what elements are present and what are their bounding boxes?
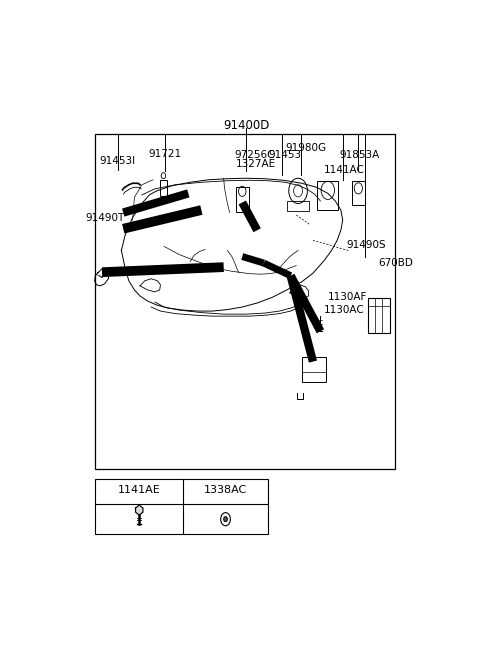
- Text: 91853A: 91853A: [340, 150, 380, 161]
- Text: 91490S: 91490S: [347, 240, 386, 251]
- Text: 91980G: 91980G: [286, 143, 326, 153]
- Circle shape: [224, 517, 228, 522]
- Text: 1327AE: 1327AE: [236, 159, 276, 169]
- Text: 1130AF: 1130AF: [328, 292, 367, 302]
- Text: 91453I: 91453I: [99, 155, 136, 165]
- Text: 91721: 91721: [148, 150, 181, 159]
- Text: 91490T: 91490T: [85, 213, 124, 222]
- Text: 670BD: 670BD: [378, 258, 413, 268]
- Text: 97256C: 97256C: [235, 150, 276, 161]
- Text: 1141AE: 1141AE: [118, 485, 161, 495]
- Text: 1130AC: 1130AC: [324, 304, 365, 315]
- Text: 91453: 91453: [268, 150, 301, 161]
- Text: 1141AC: 1141AC: [324, 165, 365, 174]
- Polygon shape: [135, 505, 143, 515]
- Text: 91400D: 91400D: [223, 119, 269, 132]
- Text: 1338AC: 1338AC: [204, 485, 247, 495]
